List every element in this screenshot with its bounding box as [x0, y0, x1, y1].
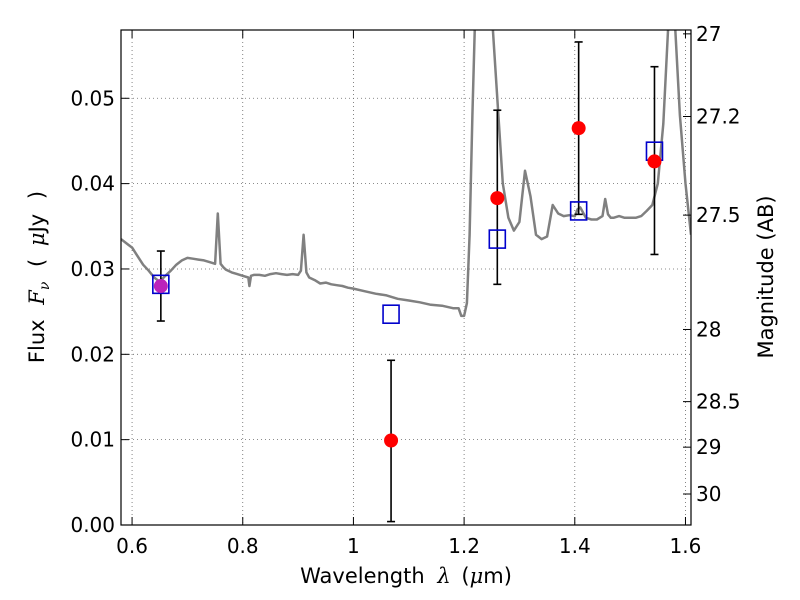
- y-axis-label-unit-mu: μ: [25, 232, 49, 246]
- y-tick-label: 0.04: [70, 172, 115, 196]
- tick-labels: 0.6 0.8 1 1.2 1.4 1.6 0.00 0.01 0.02 0.03 0.04 0.05…: [70, 22, 740, 558]
- model-photometry-square: [382, 304, 400, 324]
- grid: [121, 30, 691, 525]
- model-photometry-square: [488, 229, 507, 249]
- observed-flux-point: [384, 433, 399, 448]
- plot-frame: [120, 29, 692, 526]
- x-tick-label: 0.6: [116, 534, 148, 558]
- sed-model-line: [121, 30, 691, 318]
- x-tick-label: 1.6: [670, 534, 702, 558]
- x-axis-label-symbol: λ: [436, 564, 450, 588]
- observed-flux-point: [647, 154, 662, 169]
- model-photometry-square: [152, 274, 170, 295]
- y-tick-label: 0.02: [70, 342, 115, 366]
- y-tick-label: 0.00: [70, 513, 115, 537]
- y2-tick-label: 29: [696, 435, 721, 459]
- y-axis-label-unit-close: ): [25, 191, 49, 199]
- y2-tick-label: 28.5: [696, 390, 741, 414]
- y-tick-label: 0.01: [70, 428, 115, 452]
- x-axis-label-prefix: Wavelength: [300, 564, 425, 588]
- y2-tick-label: 28: [696, 317, 721, 341]
- y-axis-label-unit-open: (: [25, 259, 49, 267]
- observed-flux-point: [571, 121, 586, 136]
- y2-tick-label: 27: [696, 22, 721, 46]
- y2-tick-label: 30: [696, 482, 721, 506]
- y-axis-label: Flux Fν ( μJy ): [25, 191, 54, 363]
- markers-layer: [152, 41, 664, 523]
- x-tick-label: 0.8: [227, 534, 259, 558]
- y-axis-label-unit-rest: Jy: [25, 214, 49, 235]
- x-tick-label: 1: [347, 534, 360, 558]
- y-tick-label: 0.05: [70, 86, 115, 110]
- x-tick-label: 1.4: [559, 534, 591, 558]
- x-axis-label-unit-mu: μ: [470, 564, 484, 588]
- x-axis-label-unit-rest: m): [483, 564, 512, 588]
- observed-flux-point: [490, 191, 505, 206]
- observed-flux-point: [153, 279, 168, 294]
- x-axis-label: Wavelength λ (μm): [300, 564, 512, 588]
- y2-tick-label: 27.2: [696, 104, 741, 128]
- y-tick-label: 0.03: [70, 257, 115, 281]
- y-axis-label-subscript: ν: [37, 281, 53, 290]
- x-tick-label: 1.2: [448, 534, 480, 558]
- y-axis-label-symbol: F: [25, 289, 49, 306]
- y-axis-label-prefix: Flux: [25, 319, 49, 363]
- sed-model-layer: [121, 30, 691, 318]
- x-axis-label-unit-open: (: [461, 564, 469, 588]
- y2-tick-label: 27.5: [696, 203, 741, 227]
- model-photometry-square: [569, 201, 588, 221]
- y2-axis-label: Magnitude (AB): [754, 195, 778, 358]
- ticks: [121, 30, 691, 526]
